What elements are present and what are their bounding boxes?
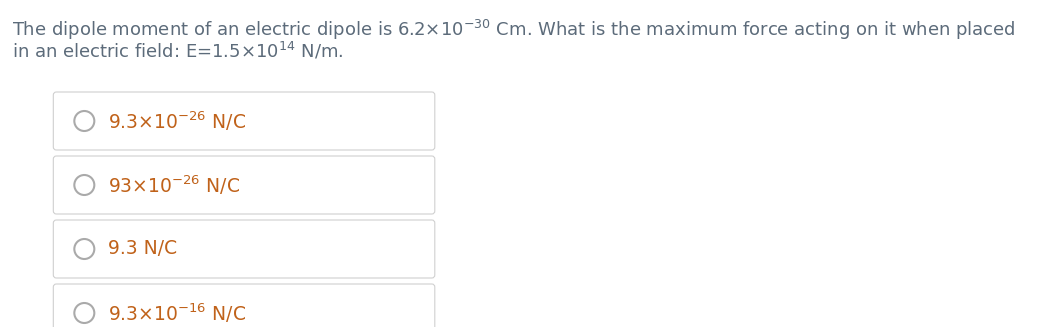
Text: 9.3 N/C: 9.3 N/C: [108, 239, 177, 259]
FancyBboxPatch shape: [53, 220, 435, 278]
FancyBboxPatch shape: [53, 156, 435, 214]
FancyBboxPatch shape: [53, 92, 435, 150]
Text: in an electric field: E=1.5×10$^{14}$ N/m.: in an electric field: E=1.5×10$^{14}$ N/…: [13, 40, 343, 61]
Text: 9.3×10$^{-16}$ N/C: 9.3×10$^{-16}$ N/C: [108, 301, 246, 325]
Text: The dipole moment of an electric dipole is 6.2×10$^{-30}$ Cm. What is the maximu: The dipole moment of an electric dipole …: [13, 18, 1016, 42]
Text: 93×10$^{-26}$ N/C: 93×10$^{-26}$ N/C: [108, 173, 241, 197]
FancyBboxPatch shape: [53, 284, 435, 327]
Text: 9.3×10$^{-26}$ N/C: 9.3×10$^{-26}$ N/C: [108, 109, 246, 133]
